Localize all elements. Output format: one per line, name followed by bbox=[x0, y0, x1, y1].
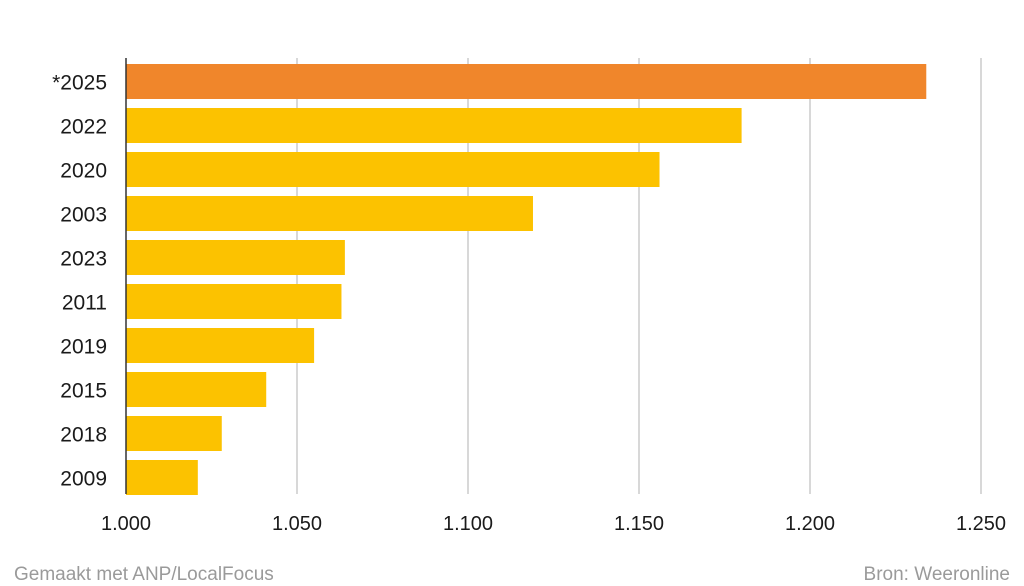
bar bbox=[126, 64, 927, 99]
footer-source: Bron: Weeronline bbox=[863, 564, 1010, 585]
category-label: 2003 bbox=[60, 204, 107, 227]
x-tick-label: 1.000 bbox=[101, 513, 151, 535]
bar bbox=[126, 416, 222, 451]
bar bbox=[126, 284, 342, 319]
bar bbox=[126, 460, 198, 495]
category-label: 2015 bbox=[60, 380, 107, 403]
bar bbox=[126, 328, 315, 363]
tick-labels: 1.000 1.050 1.100 1.150 1.200 1.250 bbox=[101, 513, 1006, 535]
category-label: *2025 bbox=[52, 72, 107, 95]
category-labels: *2025 2022 2020 2003 2023 2011 2019 2015 2018 200… bbox=[52, 72, 107, 491]
bar bbox=[126, 240, 345, 275]
bar bbox=[126, 108, 742, 143]
category-label: 2018 bbox=[60, 424, 107, 447]
x-tick-label: 1.150 bbox=[614, 513, 664, 535]
category-label: 2022 bbox=[60, 116, 107, 139]
category-label: 2020 bbox=[60, 160, 107, 183]
bar bbox=[126, 152, 660, 187]
category-label: 2009 bbox=[60, 468, 107, 491]
bar bbox=[126, 372, 267, 407]
bars bbox=[126, 64, 927, 495]
x-tick-label: 1.250 bbox=[956, 513, 1006, 535]
bar bbox=[126, 196, 533, 231]
category-label: 2011 bbox=[62, 292, 107, 315]
x-tick-label: 1.050 bbox=[272, 513, 322, 535]
x-tick-label: 1.200 bbox=[785, 513, 835, 535]
x-tick-label: 1.100 bbox=[443, 513, 493, 535]
footer-credit: Gemaakt met ANP/LocalFocus bbox=[14, 564, 274, 585]
category-label: 2019 bbox=[60, 336, 107, 359]
category-label: 2023 bbox=[60, 248, 107, 271]
